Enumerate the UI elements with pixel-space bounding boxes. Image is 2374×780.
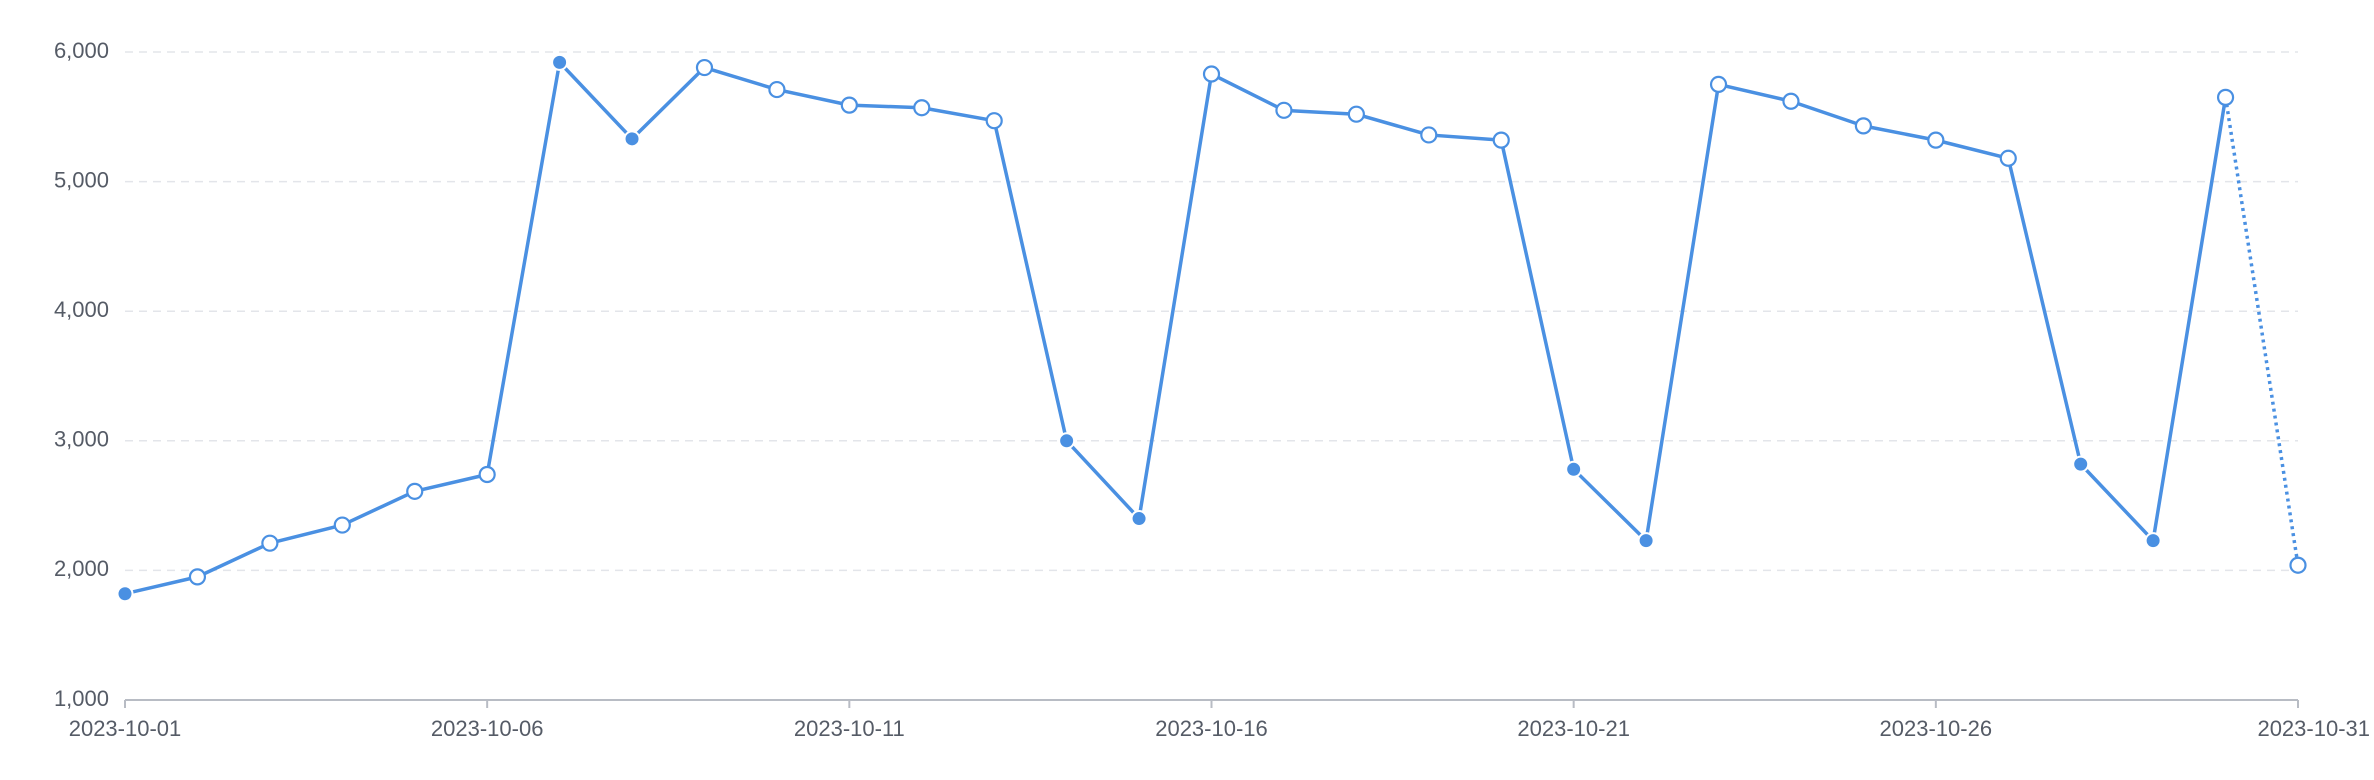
x-tick-label: 2023-10-31 [2257, 716, 2370, 741]
y-tick-label: 4,000 [54, 297, 109, 322]
data-point[interactable] [2289, 556, 2307, 574]
data-point[interactable] [1782, 92, 1800, 110]
data-point[interactable] [1637, 532, 1655, 550]
series-line-incomplete [2223, 97, 2300, 566]
data-point[interactable] [623, 130, 641, 148]
x-tick-label: 2023-10-11 [794, 716, 905, 741]
y-tick-label: 1,000 [54, 686, 109, 711]
data-point[interactable] [985, 112, 1003, 130]
data-point[interactable] [913, 99, 931, 117]
data-point[interactable] [1492, 131, 1510, 149]
tick-labels: 1,000 2,000 3,000 4,000 5,000 6,000 2023-10-01… [54, 38, 2370, 741]
series-points [116, 53, 2307, 603]
data-point[interactable] [1275, 101, 1293, 119]
y-tick-label: 5,000 [54, 167, 109, 192]
data-point[interactable] [551, 53, 569, 71]
data-point[interactable] [768, 80, 786, 99]
data-point[interactable] [261, 534, 279, 552]
data-point[interactable] [1565, 460, 1583, 478]
series-line [123, 60, 2228, 596]
x-tick-label: 2023-10-16 [1155, 716, 1268, 741]
x-tick-label: 2023-10-01 [69, 716, 182, 741]
data-point[interactable] [188, 568, 207, 586]
data-point[interactable] [695, 58, 714, 77]
data-point[interactable] [1420, 126, 1438, 144]
y-tick-label: 2,000 [54, 556, 109, 581]
data-point[interactable] [1058, 432, 1076, 450]
y-tick-label: 6,000 [54, 38, 109, 63]
data-point[interactable] [840, 96, 858, 114]
series-lines [123, 60, 2300, 596]
data-point[interactable] [478, 465, 496, 484]
data-point[interactable] [1854, 117, 1873, 135]
x-tick-label: 2023-10-26 [1880, 716, 1993, 741]
data-point[interactable] [406, 482, 424, 500]
data-point[interactable] [1347, 105, 1365, 123]
data-point[interactable] [1709, 75, 1728, 94]
x-tick-label: 2023-10-21 [1517, 716, 1630, 741]
data-point[interactable] [1130, 510, 1148, 528]
data-point[interactable] [116, 585, 134, 603]
data-point[interactable] [1927, 131, 1945, 149]
data-point[interactable] [333, 516, 351, 534]
data-point[interactable] [2216, 88, 2235, 106]
axes [124, 699, 2299, 708]
y-tick-label: 3,000 [54, 427, 109, 452]
x-tick-label: 2023-10-06 [431, 716, 544, 741]
data-point[interactable] [2072, 455, 2090, 473]
data-point[interactable] [1999, 149, 2017, 167]
data-point[interactable] [1202, 65, 1221, 83]
data-point[interactable] [2144, 532, 2162, 550]
grid-lines [125, 51, 2298, 572]
